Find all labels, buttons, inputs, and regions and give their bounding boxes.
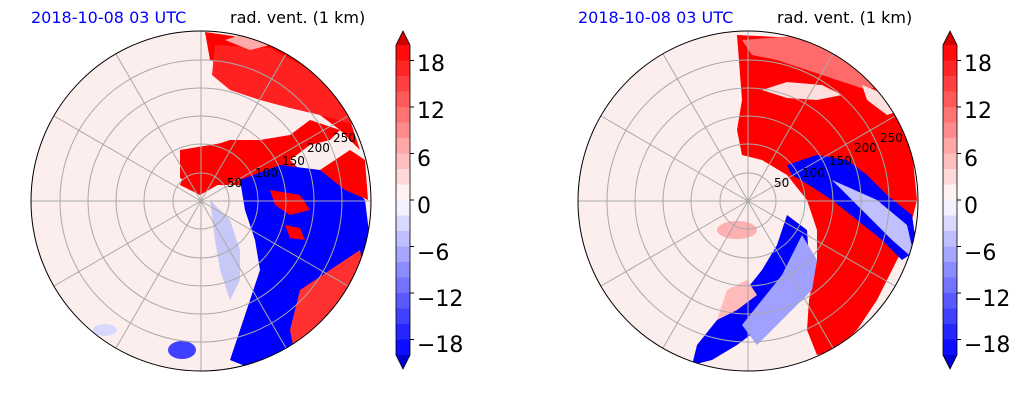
colorbar-level <box>943 138 957 154</box>
colorbar-level <box>943 246 957 263</box>
cbar-label-neg12: −12 <box>964 287 1010 312</box>
colorbar-level <box>396 122 410 139</box>
colorbar-extend-max <box>943 31 957 45</box>
colorbar-level <box>396 308 410 325</box>
colorbar-extend-min <box>396 355 410 369</box>
cbar-label-18: 18 <box>417 52 445 77</box>
colorbar-level <box>943 76 957 92</box>
chart-svg-right: 50 100 150 200 250 18 12 6 0 −6 −12 −18 <box>577 30 1010 372</box>
colorbar-level <box>396 153 410 170</box>
colorbar-level <box>396 339 410 356</box>
ring-label-150: 150 <box>282 154 305 168</box>
colorbar-level <box>943 324 957 340</box>
colorbar-level <box>396 246 410 263</box>
cbar-label-6: 6 <box>417 147 431 172</box>
ring-label-50: 50 <box>227 176 242 190</box>
ring-label-100: 100 <box>255 166 278 180</box>
colorbar-tick-labels: 18 12 6 0 −6 −12 −18 <box>417 52 463 358</box>
cbar-label-12: 12 <box>964 99 992 124</box>
azimuth-lines <box>578 31 918 371</box>
colorbar-level <box>396 277 410 294</box>
colorbar-level <box>943 308 957 325</box>
colorbar-level <box>943 184 957 201</box>
colorbar-level <box>943 107 957 123</box>
range-ring-labels: 50 100 150 200 250 <box>774 131 903 190</box>
colorbar-level <box>943 45 957 61</box>
colorbar-level <box>396 76 410 92</box>
colorbar-tick-labels: 18 12 6 0 −6 −12 −18 <box>964 52 1010 358</box>
plot-boundary <box>577 30 919 372</box>
cbar-label-neg6: −6 <box>964 241 996 266</box>
colorbar-level <box>396 231 410 247</box>
chart-title-variable: rad. vent. (1 km) <box>777 8 913 27</box>
colorbar-level <box>396 215 410 232</box>
colorbar-level <box>396 45 410 61</box>
plot-boundary <box>30 30 372 372</box>
chart-title-variable: rad. vent. (1 km) <box>230 8 366 27</box>
chart-title-date: 2018-10-08 03 UTC <box>578 8 734 27</box>
chart-title-date: 2018-10-08 03 UTC <box>31 8 187 27</box>
colorbar <box>942 30 961 370</box>
ring-label-200: 200 <box>854 141 877 155</box>
colorbar-level <box>396 91 410 108</box>
colorbar-extend-max <box>396 31 410 45</box>
ring-label-50: 50 <box>774 176 789 190</box>
ring-label-250: 250 <box>333 131 356 145</box>
range-ring-labels: 50 100 150 200 250 <box>227 131 356 190</box>
ring-label-150: 150 <box>829 154 852 168</box>
colorbar-level <box>396 60 410 77</box>
colorbar <box>395 30 414 370</box>
azimuth-lines <box>31 31 371 371</box>
colorbar-level <box>396 293 410 309</box>
colorbar-level <box>396 169 410 185</box>
colorbar-level <box>396 324 410 340</box>
chart-panel-left: 2018-10-08 03 UTC rad. vent. (1 km) <box>30 8 463 372</box>
cbar-label-neg18: −18 <box>417 333 463 358</box>
cbar-label-neg12: −12 <box>417 287 463 312</box>
cbar-label-neg18: −18 <box>964 333 1010 358</box>
ring-label-100: 100 <box>802 166 825 180</box>
cbar-label-6: 6 <box>964 147 978 172</box>
colorbar-level <box>943 169 957 185</box>
chart-svg-left: 50 100 150 200 250 18 12 6 0 −6 −12 −18 <box>30 30 463 372</box>
colorbar-level <box>396 200 410 216</box>
colorbar-level <box>396 138 410 154</box>
colorbar-level <box>396 262 410 278</box>
velocity-field <box>578 31 918 371</box>
colorbar-level <box>943 91 957 108</box>
colorbar-level <box>943 215 957 232</box>
colorbar-level <box>943 293 957 309</box>
colorbar-level <box>943 60 957 77</box>
colorbar-level <box>943 277 957 294</box>
colorbar-level <box>396 107 410 123</box>
ring-label-200: 200 <box>307 141 330 155</box>
cbar-label-0: 0 <box>964 194 978 219</box>
colorbar-outline <box>942 30 958 370</box>
colorbar-level <box>943 262 957 278</box>
cbar-label-neg6: −6 <box>417 241 449 266</box>
colorbar-level <box>396 184 410 201</box>
colorbar-level <box>943 153 957 170</box>
colorbar-outline <box>395 30 411 370</box>
colorbar-level <box>943 122 957 139</box>
cbar-label-0: 0 <box>417 194 431 219</box>
colorbar-level <box>943 200 957 216</box>
colorbar-extend-min <box>943 355 957 369</box>
chart-panel-right: 2018-10-08 03 UTC rad. vent. (1 km) <box>547 0 1028 401</box>
colorbar-level <box>943 231 957 247</box>
cbar-label-18: 18 <box>964 52 992 77</box>
cbar-label-12: 12 <box>417 99 445 124</box>
ring-label-250: 250 <box>880 131 903 145</box>
colorbar-level <box>943 339 957 356</box>
